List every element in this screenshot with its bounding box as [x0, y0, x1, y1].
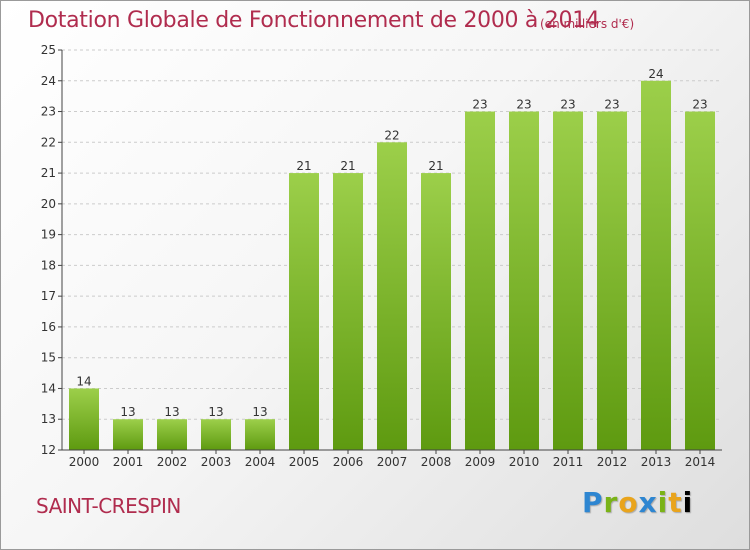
proxiti-logo: Proxiti — [582, 486, 693, 519]
y-tick-label: 16 — [41, 320, 56, 334]
x-tick-label: 2001 — [113, 455, 144, 469]
town-name: SAINT-CRESPIN — [36, 494, 181, 518]
x-tick-label: 2012 — [597, 455, 628, 469]
y-tick-label: 15 — [41, 351, 56, 365]
bar-2000 — [69, 388, 99, 450]
bar-2009 — [465, 111, 495, 451]
x-tick-label: 2009 — [465, 455, 496, 469]
x-tick-label: 2013 — [641, 455, 672, 469]
bar-2005 — [289, 173, 319, 451]
bar-2007 — [377, 142, 407, 451]
bar-2010 — [509, 111, 539, 451]
logo-letter: o — [618, 486, 639, 519]
bars — [69, 80, 715, 451]
y-tick-label: 13 — [41, 412, 56, 426]
y-tick-label: 12 — [41, 443, 56, 457]
x-tick-label: 2008 — [421, 455, 452, 469]
y-tick-label: 17 — [41, 289, 56, 303]
x-tick-label: 2004 — [245, 455, 276, 469]
bar-2013 — [641, 80, 671, 451]
bar-2002 — [157, 419, 187, 450]
bar-2001 — [113, 419, 143, 450]
value-label: 13 — [208, 405, 223, 419]
value-label: 14 — [76, 374, 91, 388]
y-tick-label: 24 — [41, 74, 56, 88]
bar-2006 — [333, 173, 363, 451]
value-label: 13 — [252, 405, 267, 419]
value-label: 23 — [604, 98, 619, 112]
value-label: 23 — [472, 98, 487, 112]
y-tick-label: 20 — [41, 197, 56, 211]
bar-2003 — [201, 419, 231, 450]
value-label: 23 — [560, 98, 575, 112]
x-tick-label: 2000 — [69, 455, 100, 469]
value-label: 21 — [340, 159, 355, 173]
value-label: 21 — [296, 159, 311, 173]
bar-2008 — [421, 173, 451, 451]
logo-letter: r — [603, 486, 619, 519]
value-label: 13 — [120, 405, 135, 419]
logo-letter: i — [657, 486, 669, 519]
x-tick-label: 2014 — [685, 455, 716, 469]
value-label: 13 — [164, 405, 179, 419]
labels: 12 13 14 15 16 17 18 19 20 21 22 23 24 25 14 2000 13 2001… — [41, 43, 716, 469]
x-tick-label: 2002 — [157, 455, 188, 469]
bar-2014 — [685, 111, 715, 451]
y-tick-label: 23 — [41, 105, 56, 119]
y-tick-label: 19 — [41, 228, 56, 242]
y-tick-label: 14 — [41, 381, 56, 395]
x-tick-label: 2010 — [509, 455, 540, 469]
x-tick-label: 2007 — [377, 455, 408, 469]
x-tick-label: 2003 — [201, 455, 232, 469]
value-label: 23 — [516, 98, 531, 112]
y-tick-label: 22 — [41, 135, 56, 149]
y-tick-label: 18 — [41, 258, 56, 272]
logo-letter: x — [638, 486, 658, 519]
chart-title: Dotation Globale de Fonctionnement de 20… — [28, 8, 600, 33]
x-tick-label: 2011 — [553, 455, 584, 469]
x-tick-label: 2005 — [289, 455, 320, 469]
logo-letter: i — [682, 486, 694, 519]
value-label: 23 — [692, 98, 707, 112]
bar-2004 — [245, 419, 275, 450]
value-label: 21 — [428, 159, 443, 173]
value-label: 24 — [648, 67, 663, 81]
y-tick-label: 25 — [41, 43, 56, 57]
value-label: 22 — [384, 128, 399, 142]
logo-letter: t — [668, 486, 683, 519]
axes — [58, 49, 722, 454]
y-tick-label: 21 — [41, 166, 56, 180]
x-tick-label: 2006 — [333, 455, 364, 469]
bar-2011 — [553, 111, 583, 451]
logo-letter: P — [582, 486, 604, 519]
chart-units-note: (en milliers d'€) — [540, 17, 635, 31]
bar-2012 — [597, 111, 627, 451]
